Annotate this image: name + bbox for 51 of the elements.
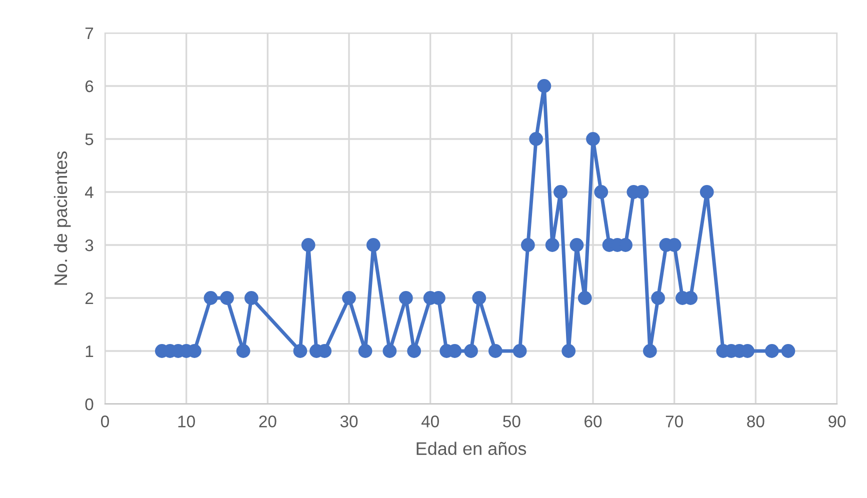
y-tick-label: 5 <box>85 134 94 146</box>
point <box>642 344 657 358</box>
point <box>586 132 600 146</box>
point <box>529 132 544 146</box>
x-tick-label: 50 <box>503 416 520 428</box>
y-axis-title: No. de pacientes <box>54 151 71 285</box>
point <box>220 291 234 305</box>
point <box>781 344 796 358</box>
point <box>301 238 316 252</box>
point <box>464 344 478 358</box>
x-axis-title: Edad en años <box>416 442 526 456</box>
x-tick-label: 80 <box>747 416 764 428</box>
y-tick-label: 2 <box>85 292 94 304</box>
y-tick-label: 7 <box>85 28 94 40</box>
point <box>244 291 258 305</box>
y-tick-label: 6 <box>85 80 94 92</box>
x-tick-label: 0 <box>101 416 109 428</box>
point <box>594 185 608 199</box>
point <box>407 344 422 358</box>
x-tick-label: 30 <box>340 416 358 428</box>
point <box>520 238 535 252</box>
point <box>537 79 552 93</box>
x-tick-label: 60 <box>584 416 602 428</box>
x-tick-label: 20 <box>259 416 276 428</box>
point <box>472 291 486 305</box>
point <box>651 291 666 305</box>
point <box>545 238 560 252</box>
point <box>204 291 218 305</box>
point <box>578 291 592 305</box>
x-tick-label: 90 <box>828 416 846 428</box>
point <box>570 238 584 252</box>
point <box>342 291 356 305</box>
y-tick-label: 0 <box>85 398 94 410</box>
point <box>488 344 502 358</box>
point <box>700 185 714 199</box>
point <box>554 185 568 199</box>
point <box>358 344 372 358</box>
y-tick-label: 3 <box>85 239 94 252</box>
point <box>366 238 380 252</box>
y-tick-label: 4 <box>85 186 94 198</box>
point <box>236 344 250 358</box>
x-tick-label: 10 <box>178 416 195 428</box>
x-tick-label: 70 <box>666 416 683 428</box>
x-tick-label: 40 <box>421 416 439 428</box>
point <box>512 344 527 358</box>
point <box>382 344 397 358</box>
point <box>398 291 413 305</box>
point <box>293 344 308 358</box>
point <box>562 344 576 358</box>
point <box>764 344 779 358</box>
y-tick-label: 1 <box>86 346 94 358</box>
